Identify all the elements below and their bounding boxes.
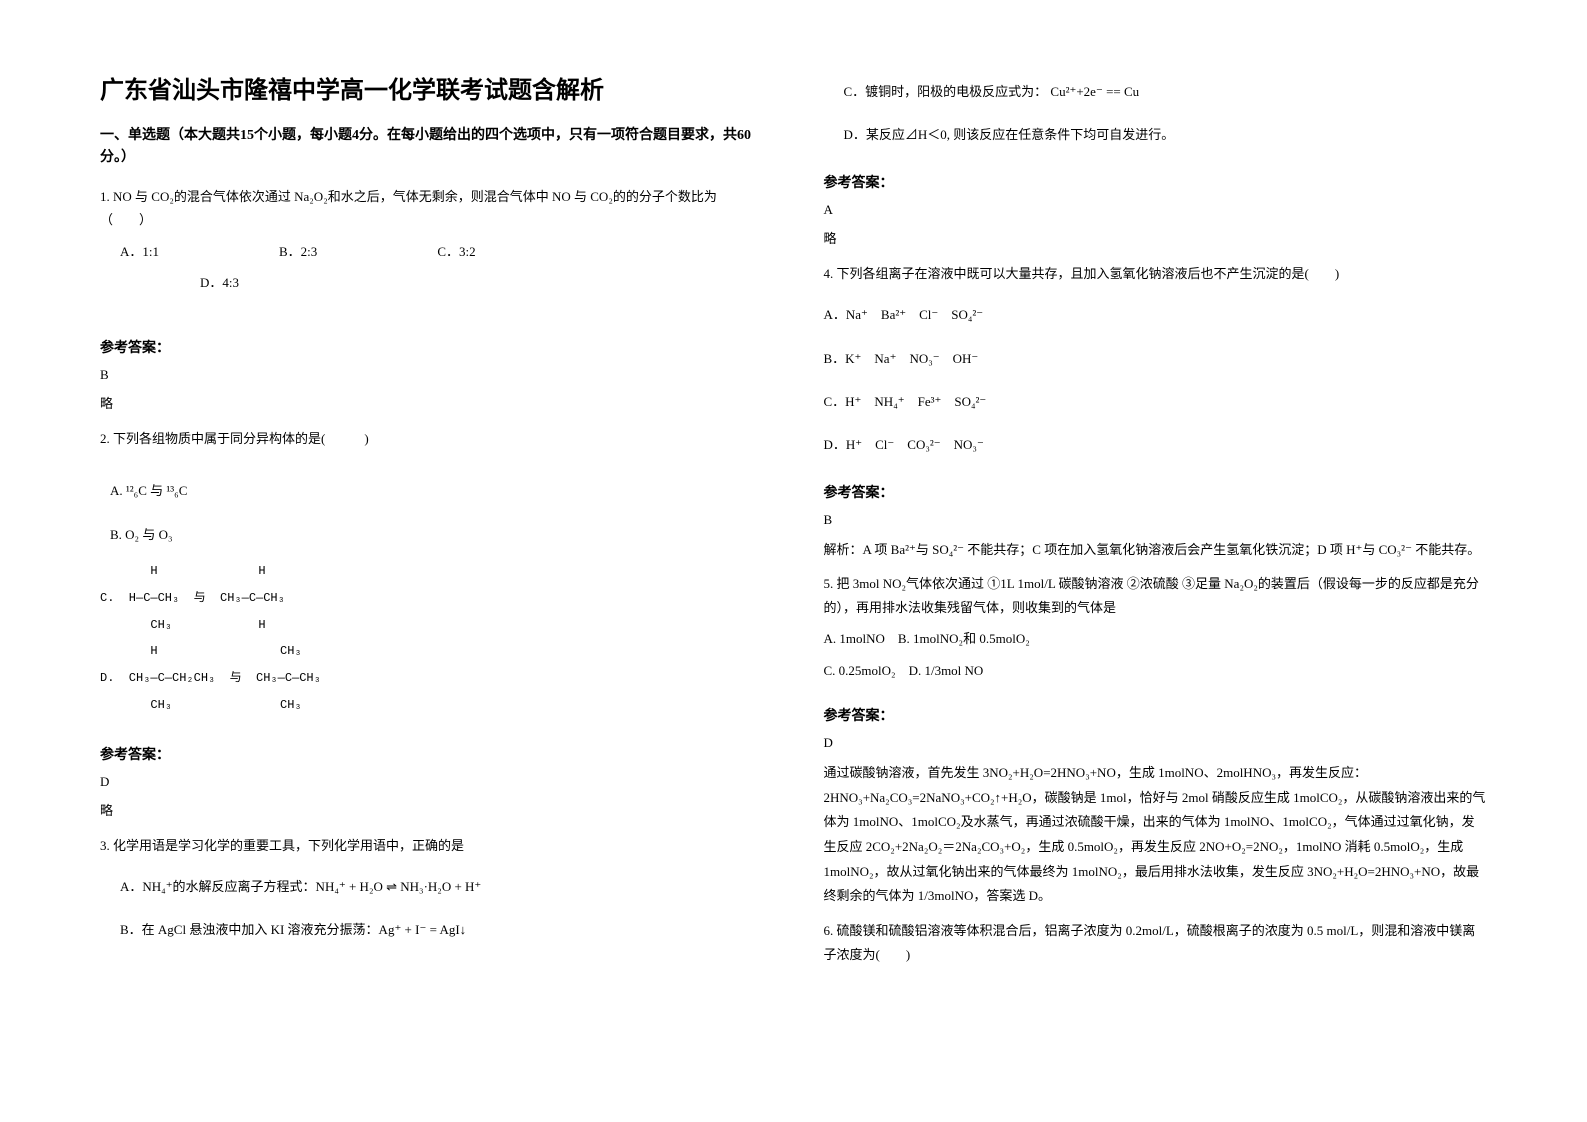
q1-note: 略 — [100, 393, 764, 412]
q1-options-row2: D．4:3 — [100, 271, 764, 294]
document-title: 广东省汕头市隆禧中学高一化学联考试题含解析 — [100, 70, 764, 105]
section-header: 一、单选题（本大题共15个小题，每小题4分。在每小题给出的四个选项中，只有一项符… — [100, 125, 764, 170]
q1-answer-label: 参考答案： — [100, 337, 764, 357]
q4-optB: B．K⁺ Na⁺ NO₃⁻ OH⁻ — [824, 347, 1488, 370]
q3-optB: B．在 AgCl 悬浊液中加入 KI 溶液充分振荡：Ag⁺ + I⁻ = AgI… — [120, 918, 764, 941]
left-column: 广东省汕头市隆禧中学高一化学联考试题含解析 一、单选题（本大题共15个小题，每小… — [100, 70, 764, 1052]
q2-optC-top: H H — [100, 563, 764, 580]
q2-text: 2. 下列各组物质中属于同分异构体的是( ) — [100, 427, 764, 450]
q3-answer: A — [824, 202, 1488, 218]
q2-optD-mid: D. CH₃—C—CH₂CH₃ 与 CH₃—C—CH₃ — [100, 670, 764, 687]
q1-optC: C．3:2 — [437, 240, 475, 263]
q4-optC: C．H⁺ NH₄⁺ Fe³⁺ SO₄²⁻ — [824, 390, 1488, 413]
q3-answer-label: 参考答案： — [824, 172, 1488, 192]
q5-explanation: 通过碳酸钠溶液，首先发生 3NO₂+H₂O=2HNO₃+NO，生成 1molNO… — [824, 761, 1488, 909]
q2-note: 略 — [100, 800, 764, 819]
q2-optD-bot: CH₃ CH₃ — [100, 697, 764, 714]
q5-answer: D — [824, 735, 1488, 751]
q1-optB: B．2:3 — [279, 240, 317, 263]
q6-text: 6. 硫酸镁和硫酸铝溶液等体积混合后，铝离子浓度为 0.2mol/L，硫酸根离子… — [824, 919, 1488, 966]
q5-optsCD: C. 0.25molO₂ D. 1/3mol NO — [824, 659, 1488, 682]
q4-answer-label: 参考答案： — [824, 482, 1488, 502]
q2-optA: A. ¹²₆C 与 ¹³₆C — [110, 477, 764, 506]
q1-optA: A．1:1 — [120, 240, 159, 263]
q1-answer: B — [100, 367, 764, 383]
q2-optC-bot: CH₃ H — [100, 617, 764, 634]
q3-text: 3. 化学用语是学习化学的重要工具，下列化学用语中，正确的是 — [100, 834, 764, 857]
q5-optsAB: A. 1molNO B. 1molNO₂和 0.5molO₂ — [824, 627, 1488, 650]
q3-optA: A．NH₄⁺的水解反应离子方程式：NH₄⁺ + H₂O ⇌ NH₃·H₂O + … — [120, 875, 764, 898]
q3-optC: C．镀铜时，阳极的电极反应式为： Cu²⁺+2e⁻ == Cu — [844, 80, 1488, 103]
right-column: C．镀铜时，阳极的电极反应式为： Cu²⁺+2e⁻ == Cu D．某反应⊿H＜… — [824, 70, 1488, 1052]
q4-answer: B — [824, 512, 1488, 528]
q1-options-row1: A．1:1 B．2:3 C．3:2 — [100, 240, 764, 263]
q4-optD: D．H⁺ Cl⁻ CO₃²⁻ NO₃⁻ — [824, 433, 1488, 456]
q4-text: 4. 下列各组离子在溶液中既可以大量共存，且加入氢氧化钠溶液后也不产生沉淀的是(… — [824, 262, 1488, 285]
q4-optA: A．Na⁺ Ba²⁺ Cl⁻ SO₄²⁻ — [824, 303, 1488, 326]
q1-text: 1. NO 与 CO₂的混合气体依次通过 Na₂O₂和水之后，气体无剩余，则混合… — [100, 185, 764, 232]
q5-answer-label: 参考答案： — [824, 705, 1488, 725]
q3-note: 略 — [824, 228, 1488, 247]
q2-optD-top: H CH₃ — [100, 643, 764, 660]
q1-optD: D．4:3 — [200, 271, 239, 294]
q2-optC-mid: C. H—C—CH₃ 与 CH₃—C—CH₃ — [100, 590, 764, 607]
q5-text: 5. 把 3mol NO₂气体依次通过 ①1L 1mol/L 碳酸钠溶液 ②浓硫… — [824, 572, 1488, 619]
q4-explanation: 解析：A 项 Ba²⁺与 SO₄²⁻ 不能共存；C 项在加入氢氧化钠溶液后会产生… — [824, 538, 1488, 563]
q3-optD: D．某反应⊿H＜0, 则该反应在任意条件下均可自发进行。 — [844, 123, 1488, 146]
q2-answer: D — [100, 774, 764, 790]
q2-optB: B. O₂ 与 O₃ — [110, 521, 764, 550]
q2-answer-label: 参考答案： — [100, 744, 764, 764]
